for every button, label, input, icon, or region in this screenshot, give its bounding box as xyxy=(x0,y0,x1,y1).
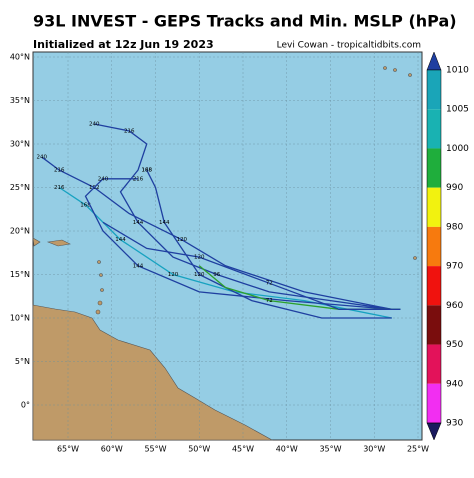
lat-label: 0° xyxy=(21,401,30,410)
hour-label: 120 xyxy=(177,237,188,243)
lon-label: 35°W xyxy=(319,445,341,454)
cbar-label: 950 xyxy=(446,340,463,350)
lon-label: 40°W xyxy=(276,445,298,454)
lon-label: 65°W xyxy=(57,445,79,454)
cbar-seg xyxy=(427,70,441,110)
track xyxy=(94,123,392,310)
cbar-label: 1010 xyxy=(446,66,469,76)
hour-label: 144 xyxy=(159,220,170,226)
hour-label: 216 xyxy=(124,128,135,134)
track xyxy=(58,186,392,319)
cbar-seg xyxy=(427,344,441,384)
lat-label: 35°N xyxy=(10,96,30,105)
cbar-seg xyxy=(427,305,441,345)
track xyxy=(146,169,392,319)
track xyxy=(41,156,392,310)
hour-label: 144 xyxy=(133,263,144,269)
hour-label: 216 xyxy=(54,168,65,174)
cbar-seg xyxy=(427,226,441,267)
lat-label: 10°N xyxy=(10,314,30,323)
colorbar: 1010 1005 1000 990 980 970 960 950 940 930 xyxy=(426,51,469,441)
cbar-seg xyxy=(427,187,441,227)
lon-label: 25°W xyxy=(407,445,429,454)
hour-label: 240 xyxy=(37,155,48,161)
hour-label: 240 xyxy=(98,176,109,182)
cbar-label: 960 xyxy=(446,301,463,311)
hour-label: 120 xyxy=(194,255,205,261)
hour-label: 144 xyxy=(133,220,144,226)
land xyxy=(32,66,417,441)
title: 93L INVEST - GEPS Tracks and Min. MSLP (… xyxy=(33,12,457,31)
track xyxy=(102,221,401,310)
hour-label: 216 xyxy=(133,176,144,182)
cbar-bottom xyxy=(426,422,442,441)
cbar-label: 980 xyxy=(446,222,463,232)
hour-label: 72 xyxy=(266,281,273,287)
hour-label: 120 xyxy=(194,272,205,278)
cbar-label: 1000 xyxy=(446,144,469,154)
cbar-seg xyxy=(427,109,441,149)
lon-label: 30°W xyxy=(363,445,385,454)
cbar-label: 990 xyxy=(446,183,463,193)
cbar-label: 930 xyxy=(446,419,463,429)
cbar-seg xyxy=(427,148,441,188)
hour-label: 168 xyxy=(80,202,91,208)
graticule: 65°W 60°W 55°W 50°W 45°W 40°W 35°W 30°W 25°W 40°N… xyxy=(10,52,429,454)
hour-label: 188 xyxy=(142,168,153,174)
lat-label: 30°N xyxy=(10,140,30,149)
cbar-label: 1005 xyxy=(446,105,469,115)
hour-label: 216 xyxy=(54,185,65,191)
cbar-seg xyxy=(427,266,441,306)
lon-label: 60°W xyxy=(101,445,123,454)
lon-label: 55°W xyxy=(144,445,166,454)
cbar-label: 970 xyxy=(446,262,463,272)
subtitle: Initialized at 12z Jun 19 2023 xyxy=(33,38,214,51)
tracks: 9614416821624012019221624012014416821614… xyxy=(37,121,401,319)
lon-label: 45°W xyxy=(232,445,254,454)
hour-label: 120 xyxy=(168,272,179,278)
track xyxy=(84,178,392,310)
lat-label: 5°N xyxy=(15,357,30,366)
credit: Levi Cowan - tropicaltidbits.com xyxy=(277,41,421,51)
lon-label: 50°W xyxy=(188,445,210,454)
hour-label: 96 xyxy=(213,272,220,278)
hour-label: 144 xyxy=(115,237,126,243)
cbar-top xyxy=(426,51,442,71)
hour-label: 240 xyxy=(89,121,100,127)
cbar-label: 940 xyxy=(446,379,463,389)
lat-label: 40°N xyxy=(10,53,30,62)
lat-label: 15°N xyxy=(10,270,30,279)
hour-label: 72 xyxy=(266,298,273,304)
cbar-frame xyxy=(426,69,442,424)
cbar-seg xyxy=(427,383,441,423)
lat-label: 20°N xyxy=(10,227,30,236)
lat-label: 25°N xyxy=(10,183,30,192)
